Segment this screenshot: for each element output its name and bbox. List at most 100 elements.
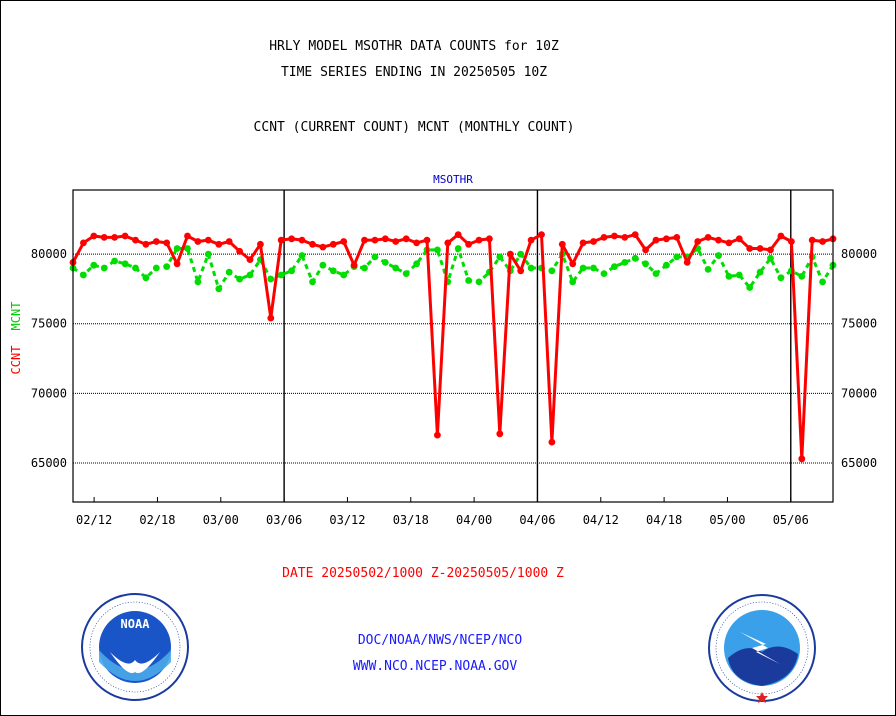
data-point-mcnt [288,267,295,275]
data-point-mcnt [309,278,316,286]
date-range-caption: DATE 20250502/1000 Z-20250505/1000 Z [282,566,564,581]
data-point-mcnt [548,267,556,275]
data-point-ccnt [152,238,160,245]
data-point-ccnt [808,236,816,244]
data-point-ccnt [298,236,306,244]
data-point-mcnt [80,271,87,279]
data-point-mcnt [381,259,389,266]
data-point-mcnt [600,270,608,277]
data-point-ccnt [538,231,545,239]
data-point-mcnt [204,250,212,258]
data-point-ccnt [725,239,733,247]
data-point-mcnt [392,264,400,272]
data-point-ccnt [340,238,348,245]
data-point-ccnt [267,314,275,322]
data-point-mcnt [152,264,160,272]
data-point-ccnt [611,232,618,240]
y-axis-label-mcnt: MCNT [9,302,23,331]
data-point-mcnt [631,254,639,262]
data-point-ccnt [80,239,87,247]
data-point-ccnt [517,267,525,275]
website-link[interactable]: WWW.NCO.NCEP.NOAA.GOV [352,659,518,674]
data-point-mcnt [704,266,712,273]
data-point-ccnt [371,236,379,244]
data-point-ccnt [215,240,223,248]
data-point-ccnt [309,240,316,248]
data-point-mcnt [402,270,410,277]
axis-layer: 65000 65000 70000 70000 75000 75000 80000 80000… [31,247,877,527]
data-point-ccnt [434,431,441,439]
data-point-mcnt [163,263,171,270]
data-point-ccnt [423,236,431,244]
data-point-ccnt [132,236,139,244]
data-point-ccnt [381,235,389,243]
data-point-ccnt [663,235,670,243]
data-point-ccnt [454,231,462,239]
data-point-ccnt [402,235,410,243]
data-point-mcnt [579,264,587,272]
x-tick-label: 04/12 [583,513,619,527]
series-line-mcnt [72,247,835,291]
data-point-mcnt [121,260,129,268]
data-point-ccnt [590,238,597,245]
data-point-mcnt [652,270,660,277]
data-point-ccnt [600,234,608,241]
y-tick-label-right: 70000 [841,386,877,400]
org-path-link[interactable]: DOC/NOAA/NWS/NCEP/NCO [357,633,523,648]
data-point-ccnt [475,236,483,244]
data-point-mcnt [132,264,139,272]
data-point-mcnt [454,245,462,252]
data-point-mcnt [777,274,785,282]
data-point-mcnt [361,264,368,272]
data-point-ccnt [350,261,358,269]
data-point-ccnt [225,238,233,245]
data-point-mcnt [819,278,826,286]
x-tick-label: 03/18 [393,513,429,527]
data-point-ccnt [319,243,327,251]
data-point-mcnt [465,277,472,284]
y-tick-label-left: 80000 [31,247,67,261]
data-point-ccnt [704,234,712,241]
data-point-mcnt [277,271,285,279]
data-point-mcnt [767,254,774,262]
y-tick-label-left: 65000 [31,456,67,470]
data-point-ccnt [642,246,649,254]
data-point-ccnt [746,245,754,252]
data-point-ccnt [288,235,295,243]
data-point-mcnt [111,257,118,265]
data-point-mcnt [371,253,379,261]
data-point-mcnt [475,278,483,286]
data-point-mcnt [673,253,681,261]
data-point-ccnt [527,236,535,244]
data-point-mcnt [496,253,504,261]
panel-title: MSOTHR [433,173,473,186]
data-point-mcnt [517,250,525,258]
data-point-ccnt [621,234,629,241]
y-tick-label-right: 65000 [841,456,877,470]
data-point-mcnt [329,267,337,275]
data-point-ccnt [756,245,764,252]
data-point-mcnt [340,271,348,279]
data-point-mcnt [215,285,223,293]
nws-logo-icon [708,594,816,703]
data-point-mcnt [611,263,618,270]
x-tick-label: 04/00 [456,513,492,527]
data-point-mcnt [142,274,150,282]
data-point-mcnt [725,273,733,280]
data-point-ccnt [569,260,577,268]
data-point-mcnt [434,246,441,254]
chart-title-line-1: HRLY MODEL MSOTHR DATA COUNTS for 10Z [269,39,559,54]
y-tick-label-right: 80000 [841,247,877,261]
data-point-mcnt [663,261,670,269]
data-point-ccnt [444,239,452,247]
x-tick-label: 03/00 [203,513,239,527]
data-point-ccnt [798,455,806,463]
x-tick-label: 02/12 [76,513,112,527]
data-point-mcnt [173,245,181,252]
data-point-mcnt [527,264,535,272]
x-tick-label: 05/00 [709,513,745,527]
data-point-ccnt [163,239,171,247]
x-tick-label: 04/06 [519,513,555,527]
data-point-mcnt [642,260,649,268]
